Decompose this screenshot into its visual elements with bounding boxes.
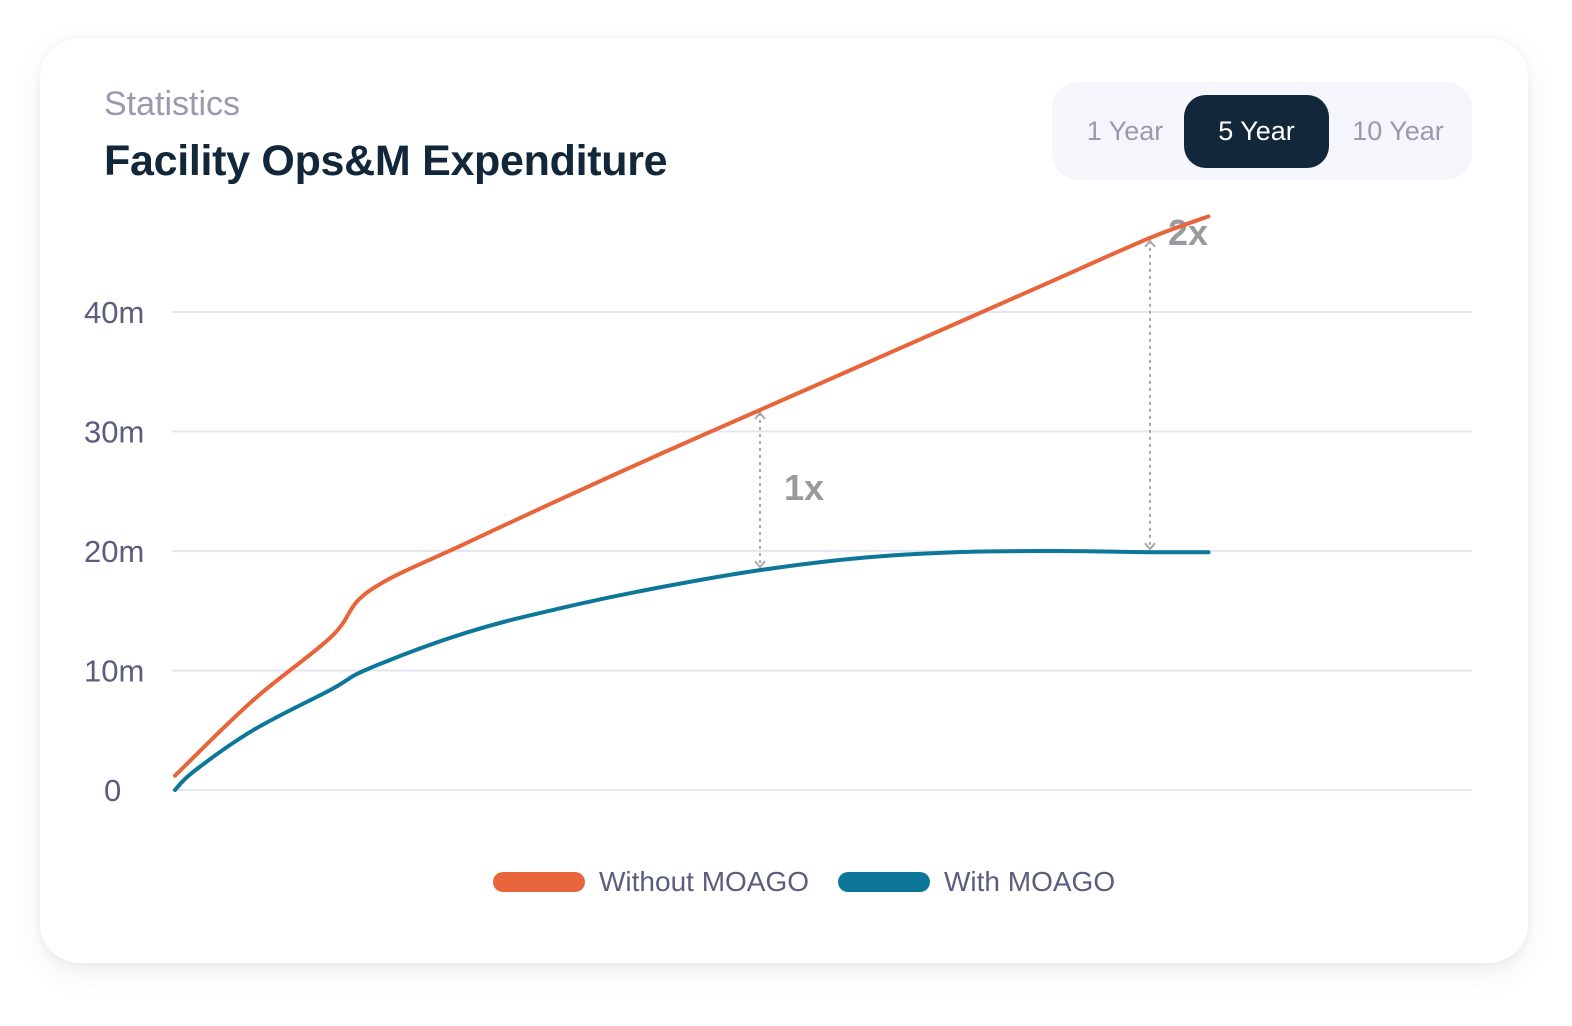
y-tick-label: 10m	[84, 654, 144, 689]
legend-label: Without MOAGO	[599, 866, 810, 897]
y-axis-ticks: 0 10m 20m 30m 40m	[84, 295, 144, 808]
legend-swatch	[493, 872, 585, 892]
annotation-arrowhead	[1144, 542, 1156, 551]
y-tick-label: 0	[104, 773, 121, 808]
annotation-arrowhead	[754, 560, 766, 569]
tab-10-year[interactable]: 10 Year	[1352, 116, 1444, 146]
series-line-with-moago	[173, 548, 1211, 792]
period-tabs: 1 Year 5 Year 10 Year	[1052, 82, 1472, 180]
legend-item-without-moago[interactable]: Without MOAGO	[493, 862, 809, 902]
chart-title: Facility Ops&M Expenditure	[104, 137, 668, 185]
chart-legend: Without MOAGO With MOAGO	[0, 862, 1572, 902]
legend-label: With MOAGO	[944, 866, 1116, 897]
tab-5-year[interactable]: 5 Year	[1184, 95, 1329, 168]
tab-1-year[interactable]: 1 Year	[1086, 116, 1164, 146]
chart-card	[40, 38, 1528, 963]
series-lines	[173, 214, 1211, 792]
annotation-arrowhead	[754, 411, 766, 420]
ratio-label-1x: 1x	[784, 467, 824, 508]
annotation-arrowhead	[1144, 239, 1156, 248]
y-tick-label: 30m	[84, 415, 144, 450]
legend-item-with-moago[interactable]: With MOAGO	[838, 862, 1115, 902]
legend-swatch	[838, 872, 930, 892]
y-tick-label: 20m	[84, 534, 144, 569]
y-tick-label: 40m	[84, 295, 144, 330]
ratio-annotations: 1x 2x	[754, 212, 1208, 569]
series-line-without-moago	[173, 214, 1211, 778]
grid-lines	[172, 311, 1472, 791]
chart-subtitle: Statistics	[104, 85, 241, 123]
